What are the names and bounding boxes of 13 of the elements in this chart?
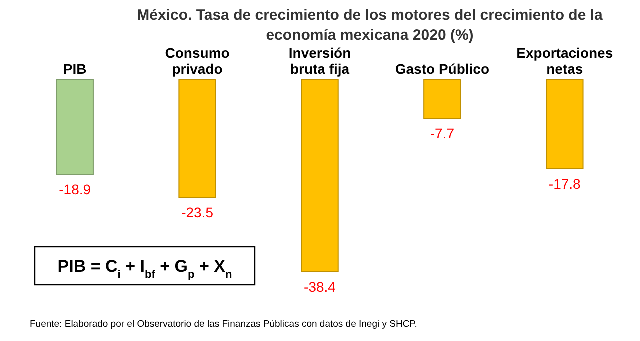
x-tick-label: Gasto Público (395, 61, 490, 77)
data-label: -7.7 (430, 126, 455, 142)
chart-title: México. Tasa de crecimiento de los motores del crecimiento de la economía mexicana 2020 (%) (137, 7, 604, 44)
x-tick-label: Inversión bruta fija (288, 45, 352, 77)
x-tick-label: Exportaciones netas (516, 45, 614, 77)
x-tick-label: Consumo privado (165, 45, 230, 77)
data-label: -18.9 (59, 182, 92, 198)
annotation: PIB = C$_{i}$ + I$_{bf}$ + G$_{p}$ + X$_{n}$ (58, 257, 232, 281)
source-note: Fuente: Elaborado por el Observatorio de las Finanzas Públicas con datos de Inegi y SHCP. (30, 319, 418, 330)
data-label: -23.5 (182, 204, 214, 220)
data-label: -38.4 (304, 279, 336, 295)
x-tick-label: PIB (63, 61, 87, 77)
data-label: -17.8 (548, 176, 582, 192)
